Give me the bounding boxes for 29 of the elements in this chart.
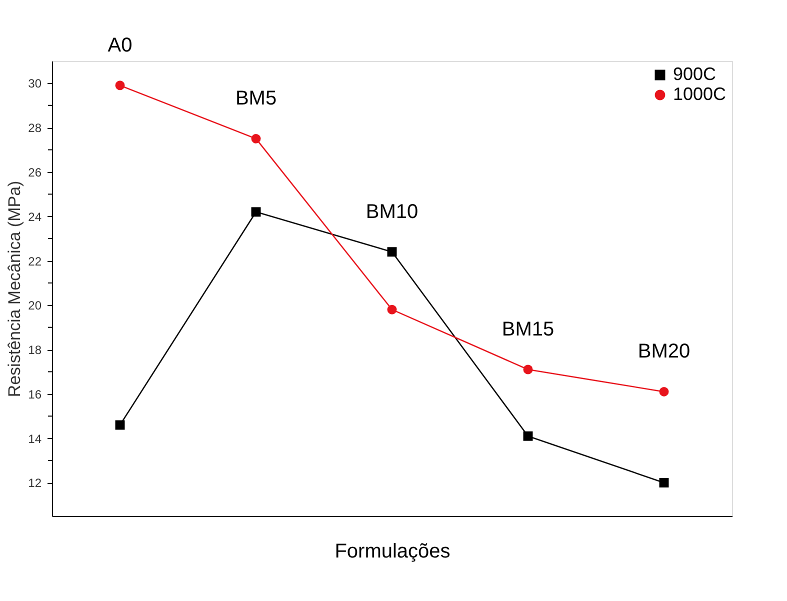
y-tick-label: 24 bbox=[28, 210, 42, 224]
point bbox=[251, 207, 261, 217]
y-tick-label: 12 bbox=[28, 476, 42, 490]
y-tick-label: 16 bbox=[28, 387, 42, 402]
y-tick-label: 20 bbox=[28, 298, 42, 313]
y-tick-label: 30 bbox=[28, 76, 42, 91]
y-tick-label: 22 bbox=[28, 254, 42, 268]
point bbox=[659, 478, 669, 488]
point bbox=[387, 247, 397, 257]
point bbox=[523, 431, 533, 441]
x-tick-label: BM10 bbox=[366, 200, 418, 223]
legend-label: 1000C bbox=[673, 84, 726, 104]
x-tick-label: A0 bbox=[108, 34, 132, 56]
x-tick-label: BM20 bbox=[638, 340, 690, 363]
legend-label: 900C bbox=[673, 64, 716, 84]
point bbox=[115, 420, 125, 430]
point bbox=[251, 134, 261, 144]
y-tick-label: 26 bbox=[28, 165, 42, 180]
x-axis-title: Formulações bbox=[334, 540, 450, 562]
y-axis-title: Resistência Mecânica (MPa) bbox=[5, 180, 24, 398]
x-tick-label: BM5 bbox=[235, 88, 277, 110]
x-tick-label: BM15 bbox=[502, 318, 554, 341]
y-tick-label: 18 bbox=[28, 343, 42, 358]
y-tick-label: 28 bbox=[28, 121, 42, 136]
point bbox=[115, 80, 125, 90]
y-tick-label: 14 bbox=[28, 432, 42, 446]
point bbox=[523, 364, 533, 374]
point bbox=[659, 386, 669, 396]
point bbox=[387, 304, 397, 314]
